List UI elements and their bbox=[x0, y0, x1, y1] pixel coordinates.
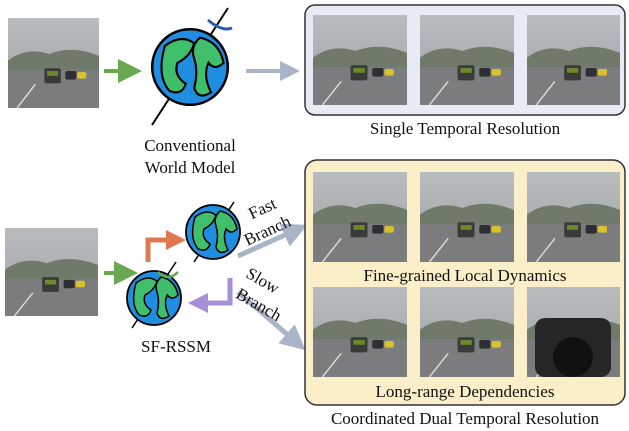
output-frame bbox=[313, 172, 407, 262]
globe bbox=[127, 271, 181, 325]
output-frame bbox=[527, 15, 620, 105]
spare-wheel bbox=[553, 337, 593, 377]
page: {"top": {"model_label": ["Conventional",… bbox=[0, 0, 629, 431]
loop-arrow bbox=[198, 278, 230, 303]
loop-arrow bbox=[148, 240, 176, 262]
input-frame bbox=[8, 18, 99, 108]
output-frame bbox=[313, 287, 407, 377]
caption: Fine-grained Local Dynamics bbox=[364, 266, 567, 285]
output-frame bbox=[313, 15, 407, 105]
output-frame bbox=[420, 15, 514, 105]
globe bbox=[152, 29, 228, 105]
model-label: Conventional bbox=[144, 136, 236, 155]
input-frame bbox=[5, 228, 98, 316]
output-frame bbox=[527, 172, 620, 262]
model-label: World Model bbox=[145, 158, 236, 177]
body: Conventional World Model Single Temporal… bbox=[0, 0, 629, 431]
caption: Coordinated Dual Temporal Resolution bbox=[331, 409, 600, 428]
globe bbox=[186, 205, 240, 259]
output-frame bbox=[420, 172, 514, 262]
output-frame bbox=[420, 287, 514, 377]
caption: Single Temporal Resolution bbox=[370, 119, 561, 138]
diagram: Conventional World Model Single Temporal… bbox=[0, 0, 629, 431]
model-label: SF-RSSM bbox=[141, 337, 211, 356]
caption: Long-range Dependencies bbox=[376, 382, 555, 401]
